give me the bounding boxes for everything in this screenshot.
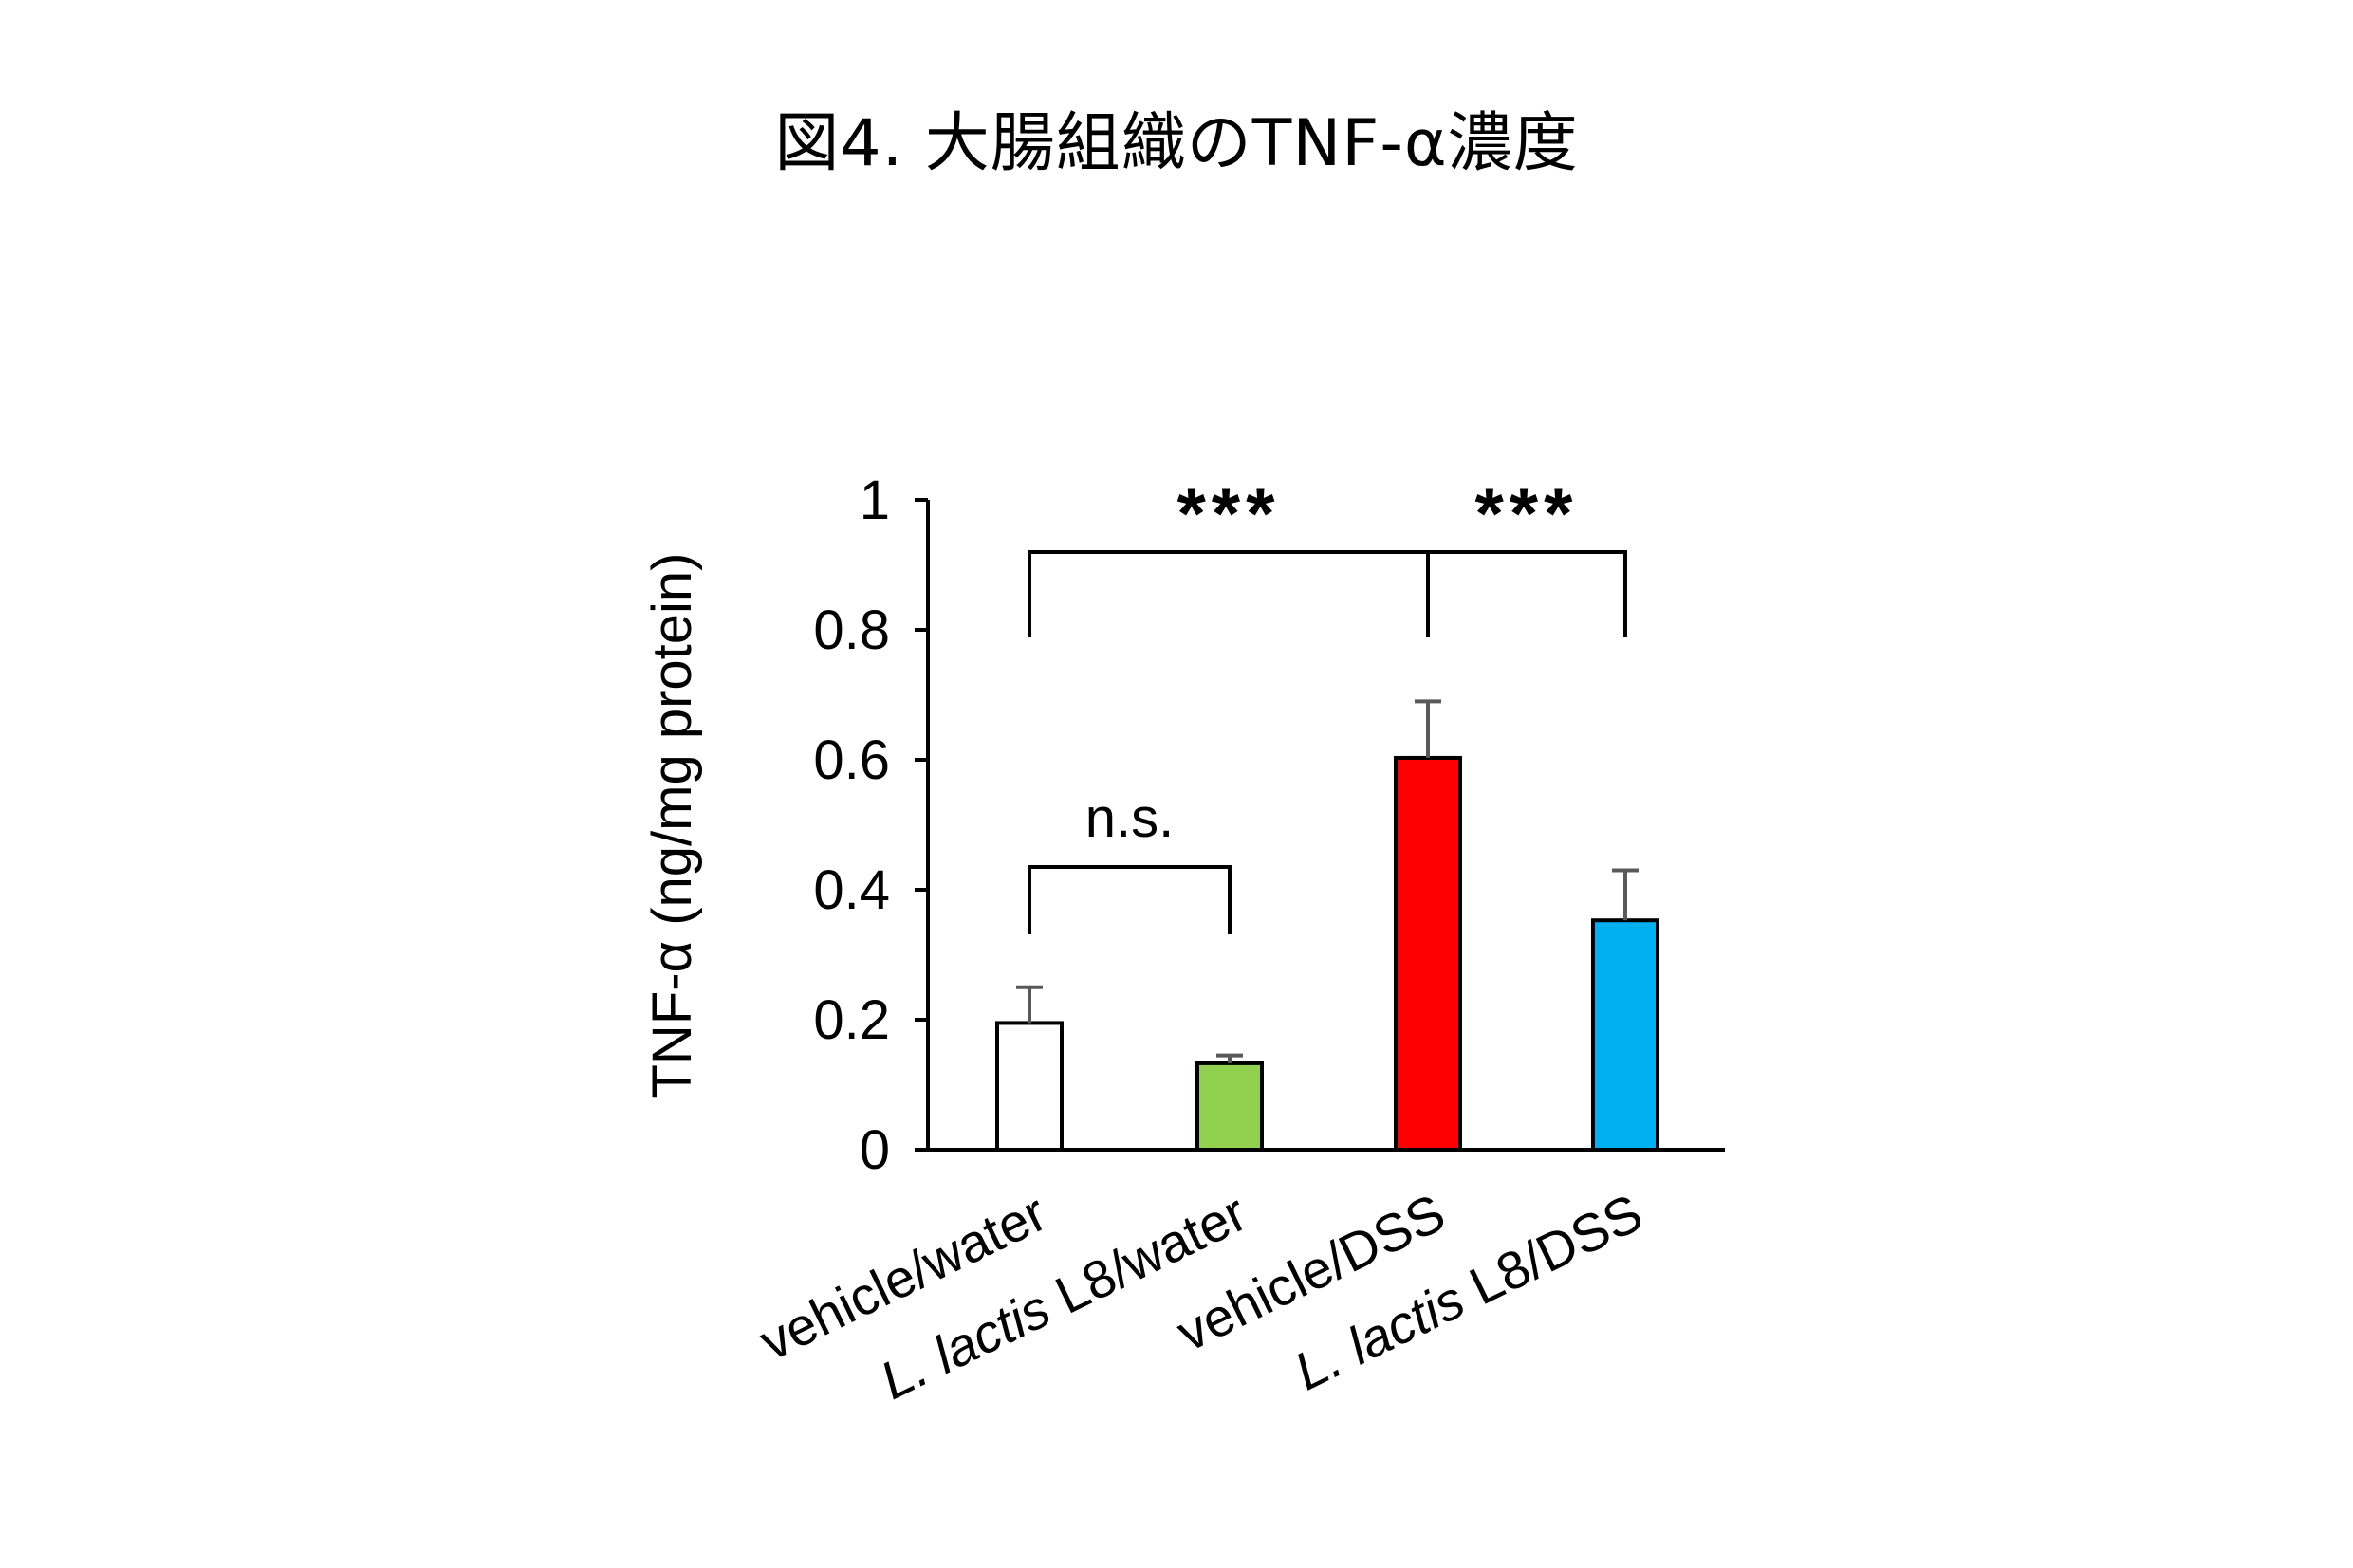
error-bars-layer <box>1016 699 1639 1063</box>
figure-title: 図4. 大腸組織のTNF-α濃度 <box>774 106 1579 181</box>
significance-bracket-ns <box>1028 865 1232 934</box>
y-tick-label: 1 <box>860 470 890 531</box>
bar-vehicle-dss <box>1394 755 1462 1152</box>
significance-label-ns: n.s. <box>1085 787 1175 849</box>
y-tick-label: 0.8 <box>813 600 890 661</box>
axes-layer <box>915 498 1725 1152</box>
y-tick-label: 0.4 <box>813 859 890 921</box>
error-bar-vehicle-dss <box>1415 699 1441 758</box>
significance-bracket-main <box>1028 550 1627 637</box>
bar-lactis-dss <box>1591 918 1659 1152</box>
significance-layer: n.s. *** *** <box>1028 471 1627 934</box>
y-axis-title: TNF-α (ng/mg protein) <box>641 553 703 1098</box>
error-bar-vehicle-water <box>1016 985 1043 1024</box>
error-bar-lactis-dss <box>1612 868 1639 921</box>
x-tick-label-lactis-dss: L. lactis L8/DSS <box>1286 1182 1652 1401</box>
y-tick-label: 0.6 <box>813 729 890 791</box>
y-tick-label: 0 <box>860 1119 890 1181</box>
y-tick-label: 0.2 <box>813 989 890 1051</box>
error-bar-lactis-water <box>1216 1053 1243 1063</box>
bar-vehicle-water <box>995 1021 1064 1153</box>
bar-lactis-water <box>1195 1061 1264 1153</box>
significance-label-stars-2: *** <box>1474 471 1578 555</box>
significance-label-stars-1: *** <box>1176 471 1280 555</box>
